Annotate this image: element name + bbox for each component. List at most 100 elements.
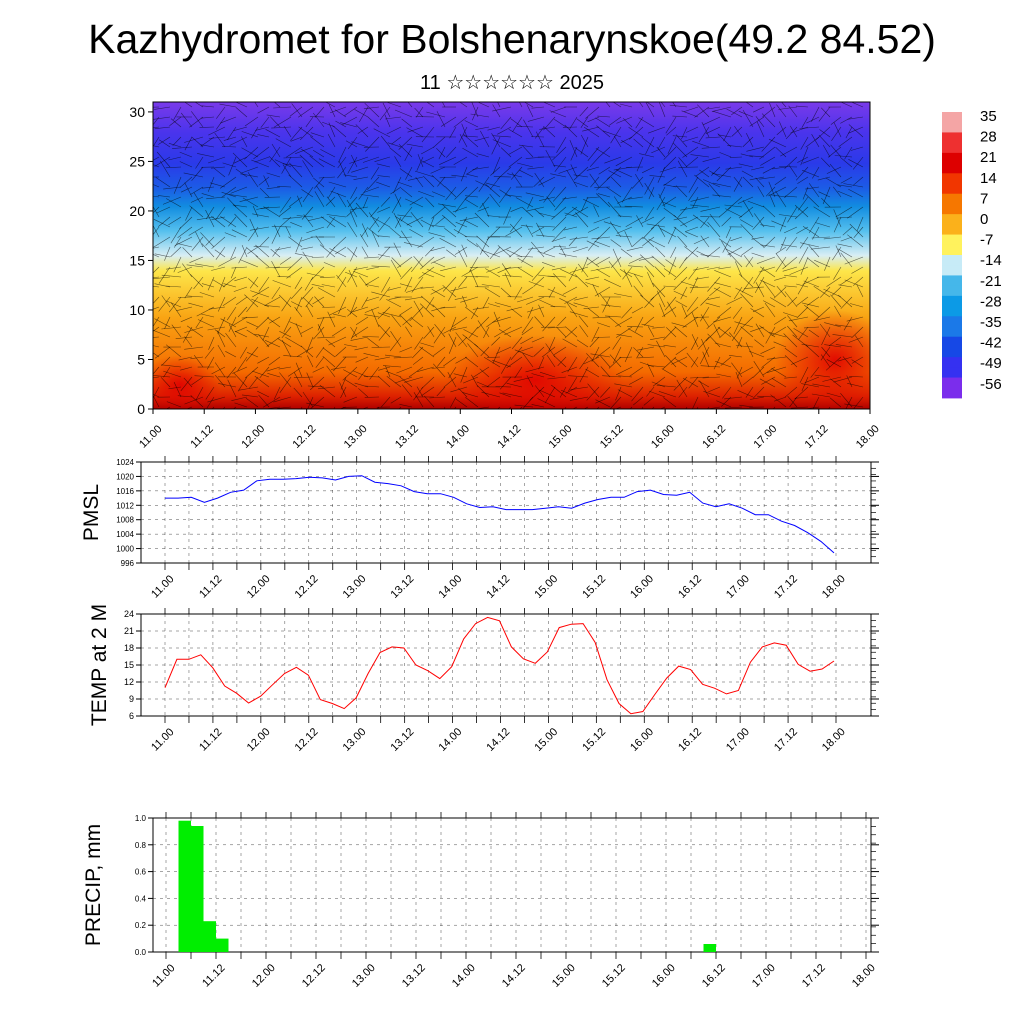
wind-barb xyxy=(463,329,479,338)
wind-barb xyxy=(207,156,226,164)
wind-barb xyxy=(626,246,644,251)
wind-barb xyxy=(375,181,391,188)
wind-barb xyxy=(536,234,556,238)
wind-barb xyxy=(298,106,314,118)
wind-barb xyxy=(793,328,809,338)
wind-barb xyxy=(201,283,215,288)
wind-barb xyxy=(850,102,864,108)
wind-barb xyxy=(162,196,182,205)
wind-barb xyxy=(314,191,325,208)
wind-barb xyxy=(506,356,523,369)
wind-barb xyxy=(705,406,721,409)
wind-barb xyxy=(201,243,215,258)
wind-barb xyxy=(331,366,347,370)
wind-barb xyxy=(441,102,446,108)
wind-barb xyxy=(663,176,677,187)
wind-barb xyxy=(754,276,765,294)
wind-barb xyxy=(749,396,765,400)
wind-barb xyxy=(533,346,545,357)
wind-barb xyxy=(831,286,842,296)
wind-barb xyxy=(416,156,424,171)
wind-barb xyxy=(696,250,710,258)
wind-barb xyxy=(593,216,611,224)
wind-barb xyxy=(585,276,600,281)
wind-barb xyxy=(294,253,314,258)
wind-barb xyxy=(819,286,831,298)
wind-barb xyxy=(746,132,754,148)
wind-barb xyxy=(796,283,809,288)
wind-barb xyxy=(845,126,853,139)
x-tick-label: 16.00 xyxy=(650,962,678,990)
wind-barb xyxy=(684,106,699,112)
wind-barb xyxy=(625,216,644,228)
wind-barb xyxy=(851,356,864,364)
wind-barb xyxy=(186,264,204,268)
wind-barb xyxy=(185,206,193,221)
wind-barb xyxy=(193,192,204,208)
wind-barb xyxy=(851,359,864,368)
heatmap-warm-region-2 xyxy=(153,355,220,409)
wind-barb xyxy=(701,338,710,358)
wind-barb xyxy=(408,366,424,378)
wind-barb xyxy=(298,126,314,138)
wind-barb xyxy=(788,105,798,118)
wind-barb xyxy=(214,132,226,148)
wind-barb xyxy=(368,228,380,238)
wind-barb xyxy=(170,118,182,128)
wind-barb xyxy=(610,239,622,248)
wind-barb xyxy=(380,396,391,408)
x-tick-label: 17.12 xyxy=(772,726,800,754)
wind-barb xyxy=(852,156,864,170)
wind-barb xyxy=(795,105,809,108)
wind-barb xyxy=(436,386,446,397)
wind-barb xyxy=(680,286,688,300)
wind-barb xyxy=(702,376,721,379)
wind-barb xyxy=(407,176,424,181)
wind-barb xyxy=(686,156,699,168)
wind-barb xyxy=(557,316,567,327)
wind-barb xyxy=(506,383,523,388)
wind-barb xyxy=(279,216,292,228)
wind-barb xyxy=(465,397,479,408)
wind-barb xyxy=(285,336,303,348)
wind-barb xyxy=(239,386,259,391)
wind-barb xyxy=(709,213,721,228)
wind-barb xyxy=(357,126,369,134)
wind-barb xyxy=(433,326,446,344)
wind-barb xyxy=(574,146,589,158)
wind-barb xyxy=(308,216,325,221)
wind-barb xyxy=(253,146,270,160)
wind-barb xyxy=(725,208,743,218)
wind-barb xyxy=(269,316,281,324)
wind-barb xyxy=(215,206,226,221)
wind-barb xyxy=(239,259,259,268)
wind-barb xyxy=(370,206,380,218)
x-tick-label: 12.00 xyxy=(250,962,278,990)
wind-barb xyxy=(247,172,259,188)
wind-barb xyxy=(837,243,853,248)
wind-barb xyxy=(257,356,270,364)
wind-barb xyxy=(514,404,534,408)
wind-barb xyxy=(246,352,259,358)
wind-barb xyxy=(775,190,787,208)
y-tick-label: 1020 xyxy=(116,472,134,481)
wind-barb xyxy=(842,356,853,368)
wind-barb xyxy=(662,196,677,206)
wind-barb xyxy=(294,276,303,289)
wind-barb xyxy=(258,176,270,186)
wind-barb xyxy=(812,226,820,240)
wind-barb xyxy=(183,172,204,178)
wind-barb xyxy=(800,146,809,166)
wind-barb xyxy=(419,346,435,358)
wind-barb xyxy=(211,215,226,228)
wind-barb xyxy=(326,365,336,378)
wind-barb xyxy=(153,246,160,249)
wind-barb xyxy=(516,126,534,128)
wind-barb xyxy=(411,256,424,273)
wind-barb xyxy=(161,295,171,308)
wind-barb xyxy=(466,239,479,248)
wind-barb xyxy=(616,334,633,338)
wind-barb xyxy=(232,204,248,208)
wind-barb xyxy=(286,266,303,279)
wind-barb xyxy=(800,256,809,275)
